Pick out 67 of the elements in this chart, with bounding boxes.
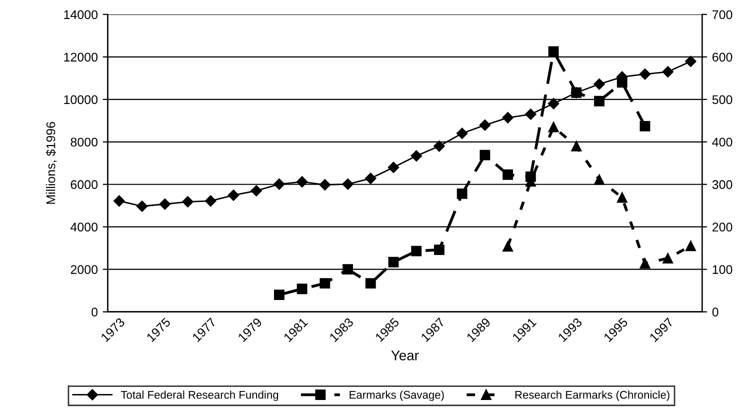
y2-tick-label: 600 [712, 52, 732, 62]
y-tick-label: 0 [92, 308, 98, 316]
y-tick-label: 8000 [70, 138, 98, 147]
y-axis-title: Millions, $1996 [46, 122, 57, 204]
point [296, 284, 308, 294]
legend-label: Earmarks (Savage) [350, 390, 444, 401]
y2-tick-label: 100 [712, 265, 732, 274]
y-tick-label: 10000 [64, 95, 98, 104]
legend-label: Total Federal Research Funding [120, 390, 278, 401]
point [296, 176, 308, 188]
point [502, 112, 514, 124]
y2-tick-label: 200 [712, 222, 732, 232]
point [479, 120, 491, 131]
point [274, 178, 285, 190]
y-tick-label: 4000 [70, 222, 98, 232]
y2-tick-label: 400 [712, 138, 732, 147]
point [548, 46, 559, 57]
point [228, 190, 240, 201]
point [182, 196, 194, 208]
point [571, 140, 582, 152]
point [320, 278, 330, 289]
point [434, 244, 444, 256]
point [342, 264, 353, 275]
point [365, 278, 376, 289]
point [114, 195, 125, 207]
y-tick-label: 14000 [64, 10, 98, 20]
point [639, 68, 651, 80]
point [594, 96, 604, 106]
point [594, 78, 605, 90]
point [136, 200, 148, 212]
y2-tick-label: 700 [712, 10, 732, 20]
point [480, 150, 490, 160]
point [410, 150, 422, 162]
y2-tick-label: 0 [712, 308, 718, 316]
point [159, 198, 170, 210]
y-tick-label: 6000 [70, 180, 98, 190]
point [685, 56, 696, 67]
point [274, 290, 284, 300]
point [388, 162, 400, 173]
point [434, 140, 445, 152]
point [319, 179, 331, 190]
point [662, 253, 674, 264]
point [205, 195, 216, 207]
point [662, 66, 674, 78]
y-tick-label: 12000 [64, 52, 98, 62]
point [456, 128, 468, 140]
point [640, 258, 650, 269]
point [502, 169, 514, 180]
y-tick-label: 2000 [70, 265, 98, 274]
legend-label: Research Earmarks (Chronicle) [515, 390, 670, 401]
x-axis-title: Year [391, 350, 419, 360]
point [502, 241, 514, 252]
point [388, 256, 399, 268]
y2-tick-label: 500 [712, 95, 732, 104]
point [685, 240, 696, 252]
point [548, 122, 559, 132]
point [548, 98, 560, 110]
point [616, 192, 628, 203]
y2-tick-label: 300 [712, 180, 732, 190]
point [525, 108, 536, 120]
point [342, 178, 354, 190]
point [456, 188, 468, 199]
point [365, 172, 376, 184]
point [594, 174, 604, 185]
point [640, 120, 650, 132]
point [250, 185, 262, 196]
point [411, 246, 422, 256]
